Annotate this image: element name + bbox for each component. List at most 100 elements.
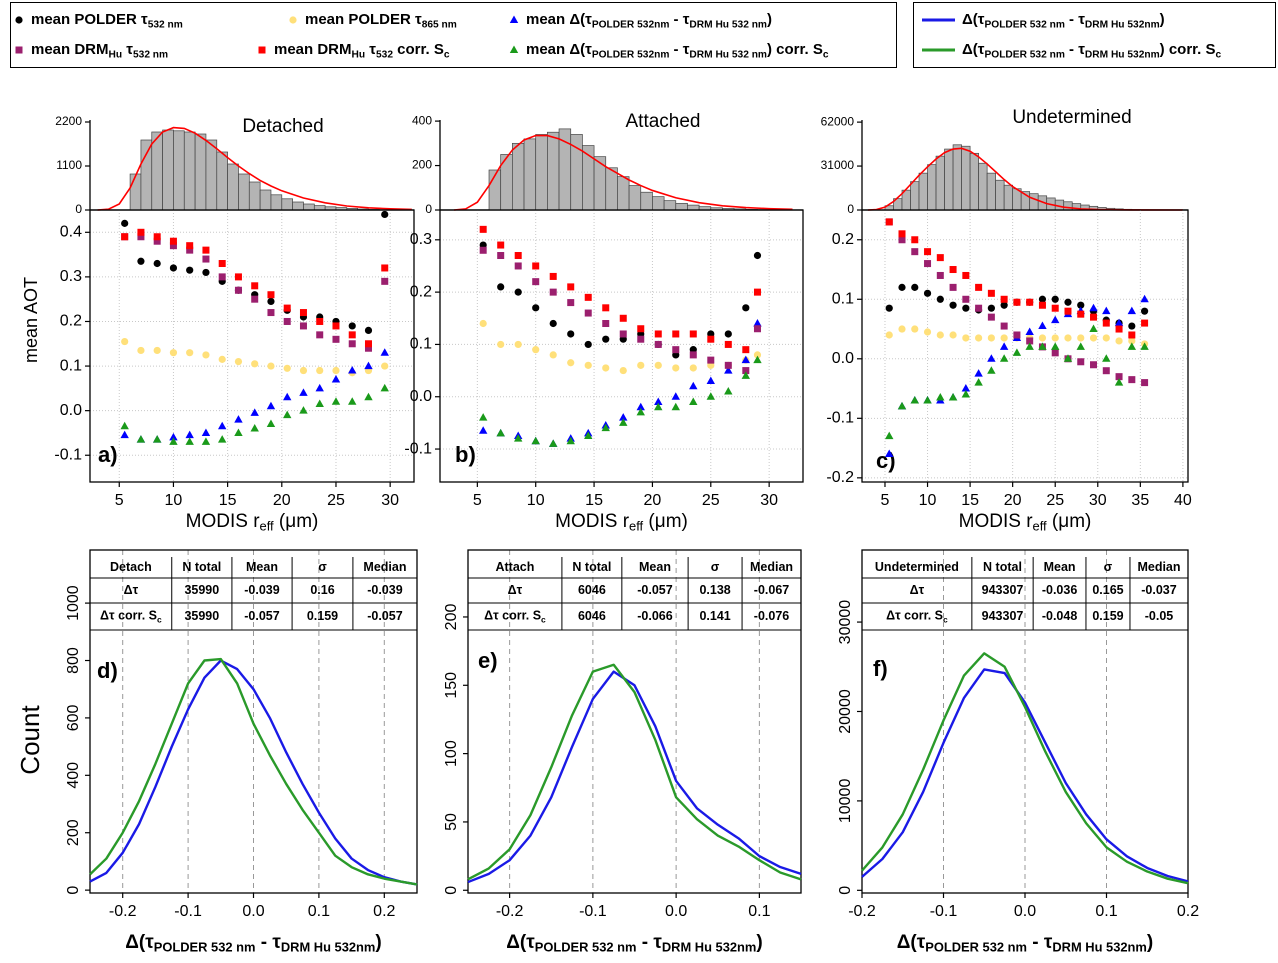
marker (348, 397, 357, 405)
subscript: DRM Hu 532nm (1085, 19, 1160, 30)
text-part: Δ(τ (897, 932, 926, 953)
table-header: N total (182, 560, 221, 574)
marker (689, 364, 697, 372)
text-part: corr. S (393, 41, 444, 58)
table-cell: 0.16 (310, 583, 334, 597)
marker (1038, 342, 1047, 350)
marker (898, 283, 906, 291)
marker (724, 340, 732, 348)
marker (584, 309, 592, 317)
x-tick-label: 25 (1046, 492, 1064, 509)
histogram-bar (910, 181, 920, 211)
y-tick-label: 1100 (56, 158, 82, 172)
marker (1115, 373, 1123, 381)
marker (509, 15, 519, 23)
marker (364, 392, 373, 401)
histogram-bar (259, 189, 272, 211)
marker (636, 407, 645, 416)
table-cell: Δτ (508, 583, 523, 597)
histogram-bar (238, 173, 250, 211)
marker (911, 283, 919, 291)
marker (741, 355, 751, 364)
marker (1000, 295, 1008, 303)
histogram-bar (205, 139, 218, 211)
histogram-bar (227, 163, 239, 211)
table-header: Detach (110, 560, 152, 574)
legend-label: mean POLDER τ865 nm (305, 11, 457, 30)
marker (742, 304, 750, 312)
marker (742, 367, 750, 375)
marker (1077, 301, 1085, 309)
text-part: τ (365, 41, 376, 58)
y-tick-label: 0.3 (410, 231, 432, 248)
marker (1038, 301, 1046, 309)
marker (1013, 298, 1021, 306)
text-part: MODIS r (959, 511, 1034, 532)
marker (218, 260, 226, 268)
marker (724, 387, 733, 395)
subscript: 532 nm (133, 49, 168, 60)
x-tick-label: 0.0 (665, 903, 687, 920)
marker (898, 236, 906, 244)
marker (1025, 342, 1034, 350)
x-axis-label: MODIS reff (μm) (555, 511, 688, 534)
text-part: - τ (636, 932, 662, 953)
histogram-bar (995, 179, 1005, 211)
y-tick-label: -0.1 (54, 446, 82, 463)
y-tick-label: 0.2 (60, 313, 82, 330)
marker (234, 286, 242, 294)
subscript: c (823, 49, 829, 60)
marker (1051, 342, 1060, 350)
marker (531, 436, 540, 445)
marker (137, 233, 145, 241)
marker (936, 271, 944, 279)
marker (251, 295, 259, 303)
marker (706, 376, 715, 385)
marker (121, 337, 129, 346)
x-axis-label: MODIS reff (μm) (959, 511, 1092, 534)
x-axis-label: MODIS reff (μm) (186, 511, 319, 534)
marker (15, 16, 23, 24)
marker (1102, 367, 1110, 375)
marker (619, 330, 627, 338)
x-tick-label: 10 (165, 492, 183, 509)
marker (514, 252, 522, 260)
marker (636, 402, 645, 411)
y-tick-label: 0.0 (832, 350, 854, 367)
marker (987, 313, 995, 321)
marker (1089, 324, 1098, 333)
marker (1090, 361, 1098, 369)
marker (753, 288, 761, 296)
marker (974, 378, 983, 386)
marker (497, 340, 505, 349)
text-part: (μm) (1047, 511, 1092, 532)
marker (496, 428, 505, 437)
subscript: DRM Hu 532 nm (689, 19, 767, 30)
y-tick-label: 800 (65, 647, 82, 674)
marker (169, 264, 178, 272)
table-cell: -0.05 (1145, 609, 1174, 623)
legend-label: mean POLDER τ532 nm (31, 11, 183, 30)
marker (924, 260, 932, 268)
table-cell: 0.159 (307, 609, 338, 623)
marker (479, 319, 487, 328)
marker (497, 283, 505, 291)
marker (381, 210, 389, 219)
marker (380, 383, 389, 392)
marker (299, 406, 308, 414)
marker (169, 237, 177, 245)
table-header: σ (1104, 560, 1113, 574)
marker (567, 359, 575, 367)
plot-frame (89, 209, 415, 483)
subscript: c (541, 615, 546, 625)
marker (924, 248, 932, 256)
marker (250, 408, 259, 416)
marker (497, 252, 505, 260)
marker (949, 283, 957, 291)
marker (974, 369, 983, 377)
histogram-bar (173, 130, 185, 211)
marker (202, 255, 210, 263)
marker (1102, 306, 1111, 315)
x-tick-label: -0.1 (174, 903, 202, 920)
marker (549, 319, 557, 328)
